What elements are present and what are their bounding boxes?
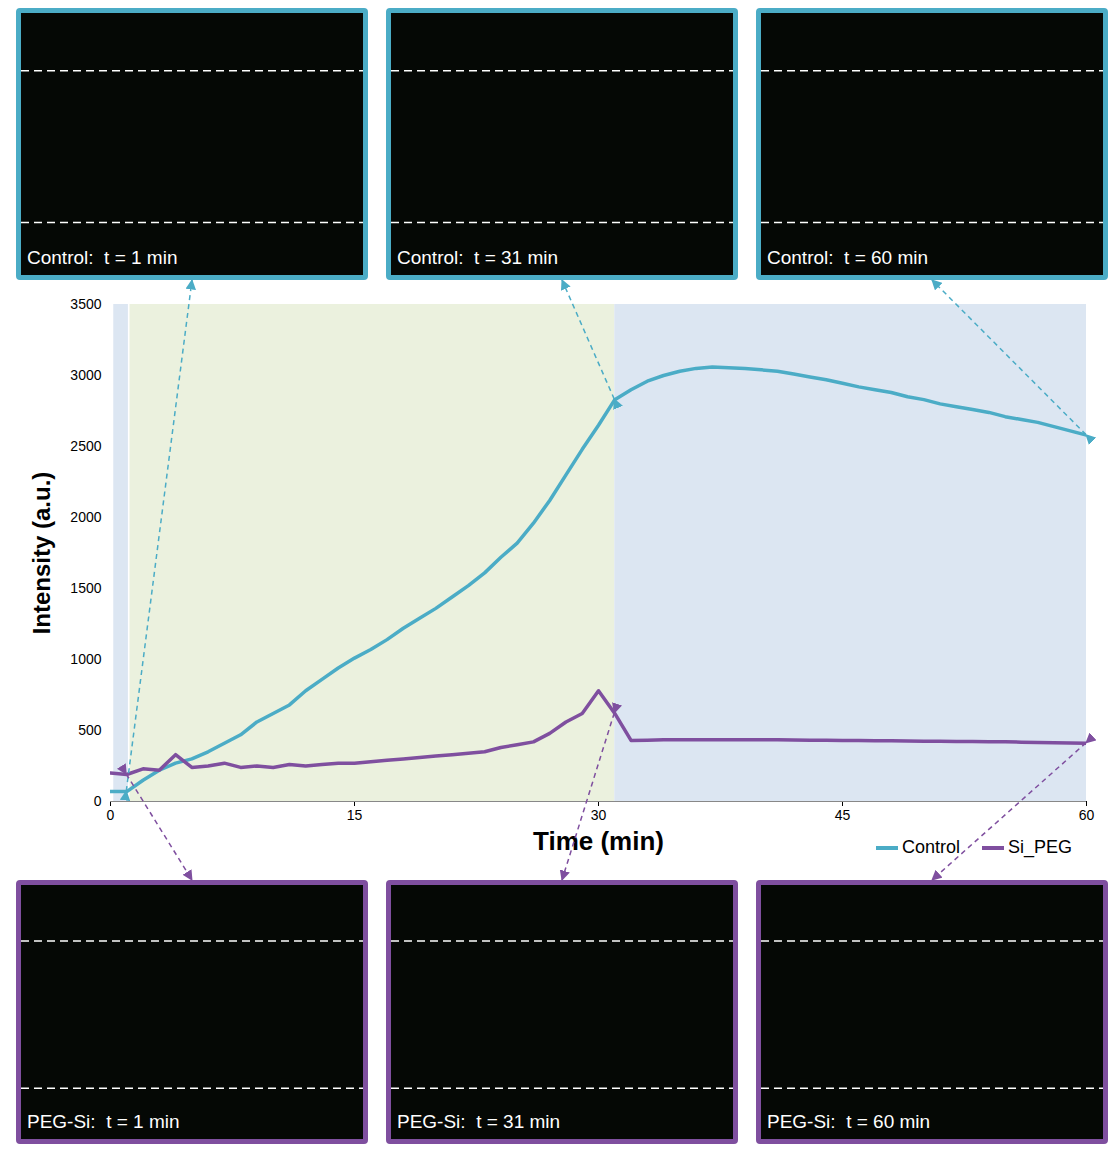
html-text:Control: Control — [901, 837, 960, 857]
svg-text:0: 0 — [107, 807, 115, 823]
svg-text:15: 15 — [347, 807, 363, 823]
html-text:Control: t = 1 min: Control: t = 1 min — [27, 247, 178, 268]
svg-text:1500: 1500 — [70, 580, 101, 596]
svg-text:30: 30 — [591, 807, 607, 823]
svg-text:Intensity (a.u.): Intensity (a.u.) — [28, 472, 55, 635]
html-text:PEG-Si: t = 31 min: PEG-Si: t = 31 min — [397, 1111, 561, 1132]
svg-text:3000: 3000 — [70, 367, 101, 383]
html-text:PEG-Si: t = 1 min: PEG-Si: t = 1 min — [27, 1111, 180, 1132]
svg-text:60: 60 — [1079, 807, 1095, 823]
svg-text:1000: 1000 — [70, 651, 101, 667]
svg-text:0: 0 — [94, 793, 102, 809]
svg-text:45: 45 — [835, 807, 851, 823]
svg-text:2500: 2500 — [70, 438, 101, 454]
html-text:Control: t = 60 min: Control: t = 60 min — [767, 247, 928, 268]
html-text:PEG-Si: t = 60 min: PEG-Si: t = 60 min — [767, 1111, 931, 1132]
svg-text:Time (min): Time (min) — [533, 826, 664, 856]
html-text:Control: t = 31 min: Control: t = 31 min — [397, 247, 558, 268]
html-text:Si_PEG: Si_PEG — [1008, 837, 1072, 857]
svg-text:2000: 2000 — [70, 509, 101, 525]
svg-text:500: 500 — [78, 722, 102, 738]
svg-text:3500: 3500 — [70, 296, 101, 312]
